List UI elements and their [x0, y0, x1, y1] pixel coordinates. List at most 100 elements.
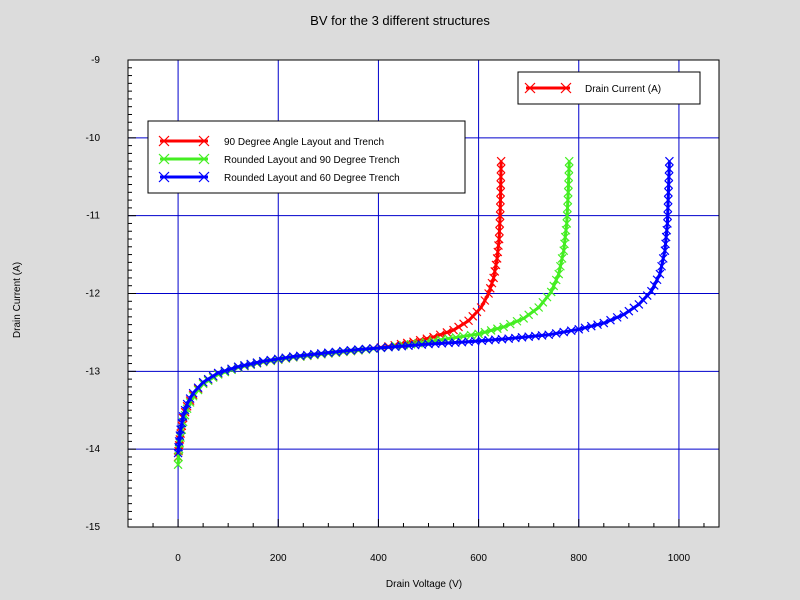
data-point [486, 326, 496, 335]
data-point [361, 344, 371, 354]
data-point [198, 171, 210, 183]
data-point [557, 254, 567, 263]
data-point [534, 303, 544, 312]
data-point [227, 364, 236, 374]
data-point [612, 312, 622, 322]
data-point [551, 275, 561, 285]
data-point [661, 232, 671, 242]
data-point [266, 355, 276, 365]
y-axis-label: Drain Current (A) [12, 262, 23, 338]
data-point [662, 225, 672, 235]
data-point [480, 296, 490, 305]
data-point [208, 371, 218, 381]
data-point [302, 350, 312, 360]
data-point [281, 353, 291, 363]
data-point [220, 366, 230, 376]
legend-main: Drain Current (A) [517, 71, 701, 105]
legend-series-label: Rounded Layout and 60 Degree Trench [224, 173, 400, 184]
data-point [559, 327, 569, 337]
data-point [658, 254, 668, 263]
data-point [662, 219, 672, 228]
data-point [353, 345, 363, 354]
data-point [652, 275, 662, 285]
x-tick-label: 400 [370, 553, 387, 564]
data-point [512, 316, 522, 326]
data-point [376, 343, 386, 353]
data-point [655, 269, 665, 279]
data-point [495, 219, 505, 228]
series-3 [173, 156, 674, 458]
data-point [496, 164, 506, 174]
data-point [158, 171, 170, 183]
data-point [185, 394, 195, 403]
data-point [505, 319, 515, 329]
legend-series-entry: Rounded Layout and 90 Degree Trench [158, 153, 400, 166]
data-point [660, 246, 670, 256]
data-point [492, 324, 502, 334]
data-point [487, 278, 497, 288]
data-point [198, 377, 208, 387]
data-point [338, 346, 348, 356]
data-point [562, 211, 572, 221]
data-point [495, 226, 504, 236]
data-point [606, 315, 615, 325]
data-point [619, 310, 629, 319]
data-point [524, 310, 534, 320]
y-tick-label: -12 [86, 289, 101, 300]
data-point [646, 286, 656, 296]
data-point [663, 203, 673, 213]
data-point [323, 348, 333, 358]
data-point [664, 172, 674, 182]
x-tick-label: 600 [470, 553, 487, 564]
x-tick-label: 800 [570, 553, 587, 564]
data-point [180, 405, 190, 415]
data-point [566, 326, 576, 336]
data-point [437, 338, 447, 348]
x-tick-label: 1000 [668, 553, 691, 564]
data-point [496, 180, 506, 189]
data-point [538, 297, 548, 307]
data-point [178, 412, 188, 421]
y-tick-label: -15 [86, 522, 101, 533]
data-point [563, 195, 573, 205]
data-point [476, 303, 486, 312]
data-point [273, 354, 283, 364]
data-point [495, 211, 505, 221]
data-point [554, 269, 564, 279]
data-point [664, 180, 674, 189]
data-point [663, 211, 673, 221]
legend-series: 90 Degree Angle Layout and Trench Rounded… [147, 120, 466, 194]
data-point [562, 219, 572, 228]
data-point [457, 337, 467, 347]
data-point [494, 234, 504, 244]
data-point [346, 345, 356, 355]
data-point [663, 195, 673, 205]
minor-ticks [127, 59, 705, 528]
data-point [158, 135, 170, 147]
x-axis-label: Drain Voltage (V) [386, 579, 462, 590]
data-point [663, 187, 673, 197]
plot-frame [127, 59, 720, 528]
data-point [664, 164, 674, 174]
data-point [563, 187, 573, 197]
chart-title: BV for the 3 different structures [310, 13, 490, 28]
data-point [542, 292, 552, 302]
y-tick-label: -14 [86, 444, 101, 455]
data-point [499, 322, 509, 332]
y-tick-label: -13 [86, 366, 101, 377]
data-point [309, 349, 319, 359]
data-point [551, 328, 561, 338]
data-point [198, 135, 210, 147]
data-point [496, 156, 506, 166]
y-tick-label: -10 [86, 133, 101, 144]
series-layer [173, 156, 674, 470]
legend-main-label: Drain Current (A) [585, 84, 661, 95]
data-point [203, 374, 213, 384]
data-point [430, 339, 440, 349]
data-point [496, 195, 505, 205]
data-point [519, 313, 529, 323]
data-point [173, 460, 183, 470]
data-point [564, 180, 573, 189]
data-point [368, 343, 378, 353]
legend-main-entry: Drain Current (A) [524, 82, 661, 95]
